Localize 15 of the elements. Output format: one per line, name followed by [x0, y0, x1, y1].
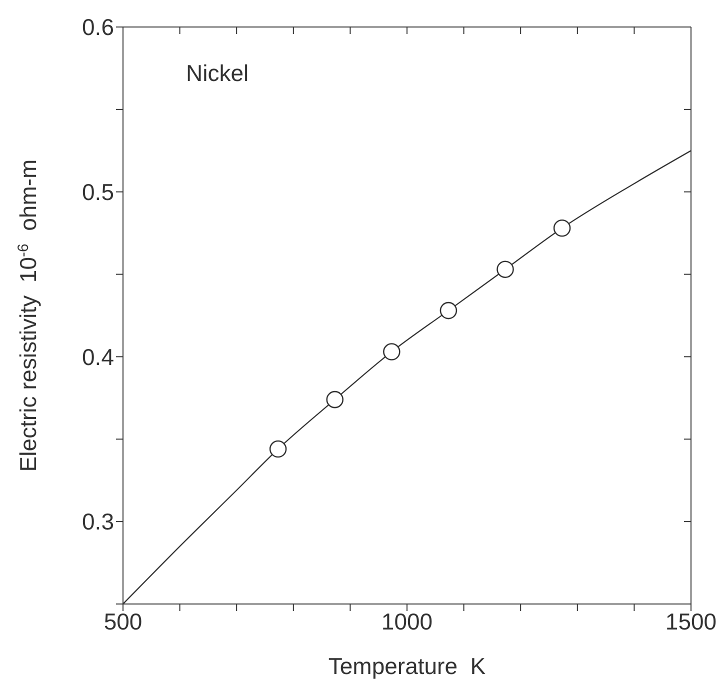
x-tick-label: 1500 — [665, 608, 717, 634]
x-axis-title: Temperature K — [328, 653, 486, 679]
y-tick-label: 0.3 — [82, 508, 114, 535]
y-tick-label: 0.4 — [82, 344, 114, 370]
point — [440, 302, 458, 320]
point — [383, 343, 400, 360]
x-tick-label: 500 — [104, 608, 142, 634]
point — [269, 440, 287, 458]
point — [496, 260, 514, 278]
point — [326, 390, 344, 408]
annotation: Nickel — [186, 60, 249, 87]
x-tick-label: 1000 — [381, 608, 433, 634]
y-tick-label: 0.6 — [82, 14, 114, 40]
point — [553, 219, 571, 237]
y-tick-label: 0.5 — [82, 179, 114, 206]
